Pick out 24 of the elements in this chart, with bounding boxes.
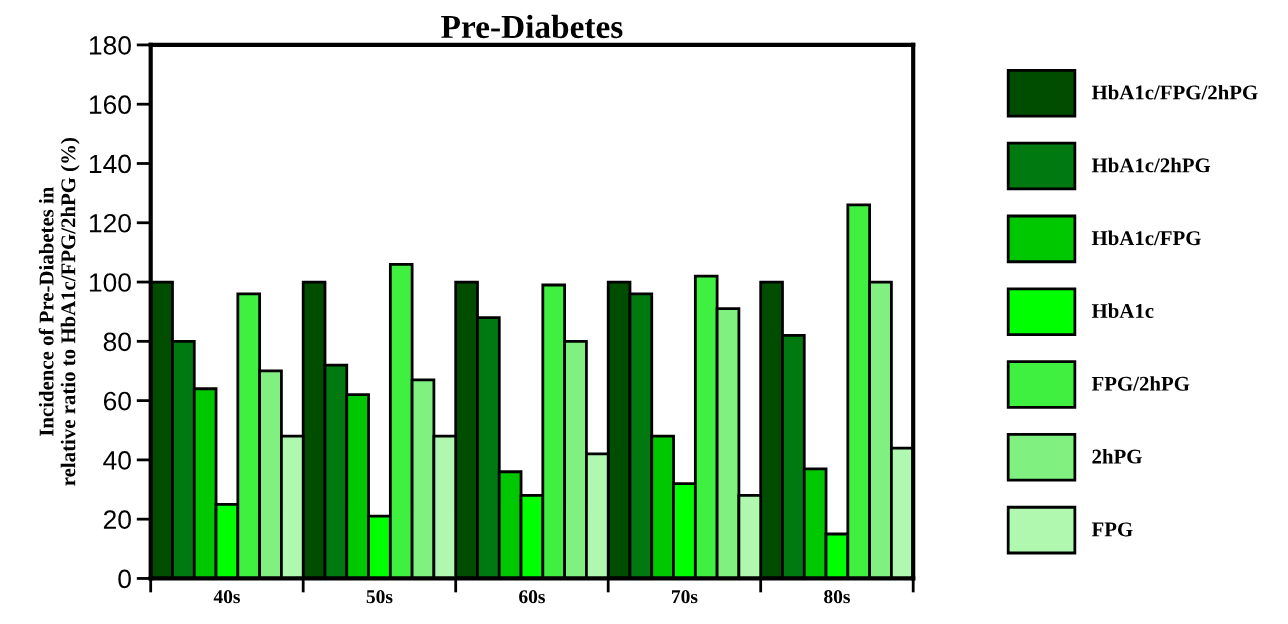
legend-label: HbA1c/FPG [1091, 230, 1201, 246]
legend-label: HbA1c/2hPG [1091, 157, 1211, 173]
y-tick-label: 140 [89, 154, 131, 174]
legend-label: HbA1c/FPG/2hPG [1091, 84, 1258, 100]
x-tick-label: 50s [366, 590, 393, 604]
legend-label: 2hPG [1092, 448, 1142, 464]
y-tick-label: 120 [89, 213, 131, 233]
x-tick-label: 60s [519, 590, 545, 604]
y-tick-label: 80 [103, 332, 131, 352]
y-tick-label: 60 [103, 391, 131, 411]
x-tick-label: 80s [824, 590, 850, 604]
legend-label: HbA1c [1091, 303, 1154, 318]
chart-title: Pre-Diabetes [441, 14, 623, 39]
y-tick-label: 100 [89, 273, 131, 292]
y-tick-label: 20 [103, 510, 131, 529]
y-tick-label: 0 [118, 569, 131, 589]
y-axis-title: Incidence of Pre-Diabetes in relative ratio to HbA1c/FPG/2hPG (%) [38, 138, 80, 486]
y-tick-label: 40 [103, 451, 131, 470]
legend-label: FPG/2hPG [1091, 376, 1190, 391]
legend-label: FPG [1091, 522, 1133, 537]
y-tick-label: 180 [89, 36, 131, 55]
x-tick-label: 70s [672, 590, 698, 604]
x-tick-label: 40s [213, 590, 240, 604]
y-tick-label: 160 [89, 95, 131, 115]
